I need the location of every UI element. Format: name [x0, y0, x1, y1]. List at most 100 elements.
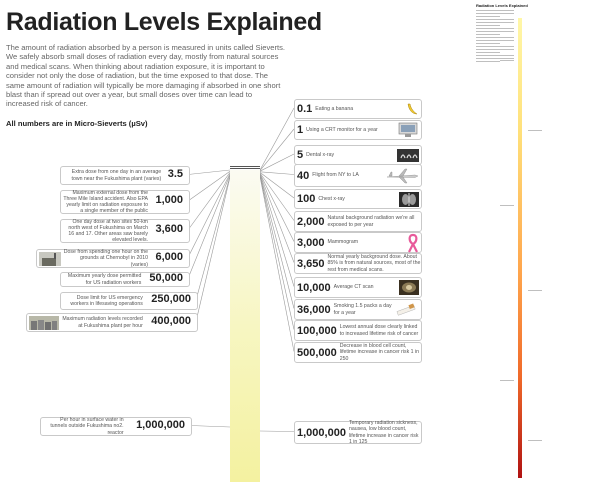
right-item-text: Normal yearly background dose. About 85%…: [327, 254, 421, 273]
connector-line: [187, 172, 231, 231]
left-item-text: Dose from spending one hour on the groun…: [63, 249, 148, 268]
connector-line: [259, 175, 295, 330]
intro-paragraph: The amount of radiation absorbed by a pe…: [6, 43, 286, 109]
right-item: 500,000 Decrease in blood cell count, lif…: [294, 342, 422, 363]
connector-line: [259, 174, 295, 263]
thumbnail-marker: [500, 60, 514, 62]
connector-line: [259, 175, 295, 309]
right-item-text: Mammogram: [327, 239, 359, 246]
left-item-value: 250,000: [151, 293, 191, 305]
right-item-value: 1,000,000: [297, 426, 346, 439]
right-item: 2,000 Natural background radiation we're …: [294, 211, 422, 232]
connector-line: [259, 172, 295, 221]
right-item-text: Lowest annual dose clearly linked to inc…: [339, 324, 419, 337]
connector-line: [195, 175, 231, 301]
left-item: Dose from spending one hour on the groun…: [36, 249, 190, 268]
right-item-value: 2,000: [297, 215, 325, 228]
right-item-value: 36,000: [297, 303, 331, 316]
ct-scan-icon: [399, 280, 419, 295]
right-item-text: Dental x-ray: [306, 151, 335, 158]
fukushima-plant-icon: [29, 315, 59, 330]
thumbnail-title: Radiation Levels Explained: [476, 3, 528, 8]
left-item-text: Extra dose from one day in an average to…: [71, 169, 162, 182]
right-item-text: Average CT scan: [333, 284, 374, 291]
thumbnail-text-line: [476, 22, 514, 24]
connector-line: [187, 173, 231, 258]
connector-line: [259, 153, 295, 172]
right-item: 0.1 Eating a banana: [294, 99, 422, 119]
right-item: 3,000 Mammogram: [294, 232, 422, 253]
right-item: 1,000,000 Temporary radiation sickness, n…: [294, 420, 422, 445]
right-item-value: 100: [297, 193, 316, 205]
units-note: All numbers are in Micro-Sieverts (µSv): [6, 119, 148, 128]
right-item: 3,650 Normal yearly background dose. Abou…: [294, 253, 422, 274]
right-item-text: Using a CRT monitor for a year: [306, 126, 378, 133]
thumbnail-text-line: [476, 52, 500, 54]
left-item: Maximum radiation levels recorded at Fuk…: [26, 313, 198, 332]
dose-scale-bar: [230, 170, 260, 482]
connector-line: [259, 171, 295, 175]
left-item-text: Dose limit for US emergency workers in l…: [70, 294, 143, 307]
thumbnail-text-line: [476, 10, 514, 12]
connector-line: [259, 128, 295, 171]
thumbnail-text-line: [476, 13, 514, 15]
thumbnail-text-line: [476, 31, 514, 33]
right-item-text: Smoking 1.5 packs a day for a year: [333, 303, 392, 316]
thumbnail-text-line: [476, 40, 514, 42]
left-item: Maximum yearly dose permitted for US rad…: [60, 272, 190, 287]
right-item-value: 40: [297, 169, 310, 182]
thumbnail-marker: [528, 440, 542, 442]
right-item-value: 1: [297, 124, 304, 136]
right-item-value: 500,000: [297, 346, 337, 359]
right-item: 100 Chest x-ray: [294, 189, 422, 209]
thumbnail-text-line: [476, 34, 500, 36]
banana-icon: [405, 102, 419, 116]
left-item-value: 400,000: [151, 314, 191, 327]
thumbnail-text-line: [476, 16, 500, 18]
connector-line: [189, 425, 231, 428]
left-item-value: 6,000: [155, 250, 183, 263]
thumbnail-text-line: [476, 58, 514, 60]
thumbnail-scale-bar: [518, 18, 522, 478]
left-item-text: Per hour in surface water in tunnels out…: [50, 417, 124, 436]
thumbnail-marker: [528, 130, 542, 132]
connector-line: [187, 174, 231, 279]
connector-line: [259, 430, 295, 432]
right-item-value: 100,000: [297, 324, 337, 337]
thumbnail-text-line: [476, 25, 500, 27]
connector-line: [259, 173, 295, 242]
pink-ribbon-icon: [407, 233, 419, 253]
crt-monitor-icon: [397, 122, 419, 138]
thumbnail-text-line: [476, 19, 514, 21]
left-item-value: 3.5: [167, 167, 183, 180]
left-item-text: Maximum radiation levels recorded at Fuk…: [62, 316, 143, 329]
right-item-value: 0.1: [297, 103, 313, 115]
thumbnail-text-line: [476, 28, 514, 30]
connector-line: [259, 176, 295, 352]
left-item-text: One day dose at two sites 50-km north we…: [68, 218, 148, 244]
left-item-value: 3,600: [155, 223, 183, 235]
connector-line: [195, 177, 231, 322]
left-item: Maximum external dose from the Three Mil…: [60, 190, 190, 214]
thumbnail-text-line: [476, 46, 514, 48]
thumbnail-text-line: [476, 43, 500, 45]
thumbnail-marker: [500, 380, 514, 382]
right-item-text: Chest x-ray: [318, 195, 345, 202]
left-item-value: 1,000: [155, 194, 183, 206]
chernobyl-plant-icon: [39, 251, 61, 266]
connector-line: [187, 170, 231, 202]
connector-line: [259, 107, 295, 171]
left-item: Dose limit for US emergency workers in l…: [60, 292, 198, 310]
right-item: 1 Using a CRT monitor for a year: [294, 120, 422, 140]
right-item-text: Temporary radiation sickness, nausea, lo…: [348, 420, 419, 445]
right-item-text: Eating a banana: [315, 105, 354, 112]
thumbnail-marker: [528, 290, 542, 292]
airplane-icon: [385, 168, 419, 184]
scale-bar-top: [230, 166, 260, 172]
left-item-value: 1,000,000: [136, 418, 185, 431]
right-item-text: Decrease in blood cell count, lifetime i…: [339, 343, 420, 362]
right-item: 36,000 Smoking 1.5 packs a day for a year: [294, 299, 422, 320]
right-item-text: Natural background radiation we're all e…: [327, 215, 415, 228]
